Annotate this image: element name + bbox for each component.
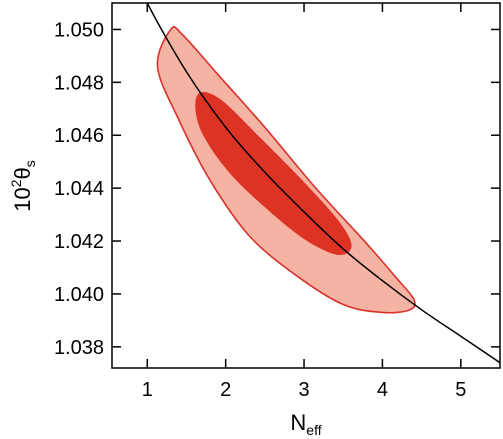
x-tick-label: 3 [298,379,309,401]
y-axis-label-prefix: 10 [10,187,35,211]
y-tick-label: 1.040 [54,284,104,306]
plot-frame [111,2,501,369]
x-tick-label: 1 [142,379,153,401]
y-tick-label: 1.048 [54,72,104,94]
y-axis-label-superscript: 2 [8,179,24,187]
x-axis-ticks: 1 2 3 4 5 [142,3,466,401]
contour-68-region [195,92,352,256]
y-axis-ticks: 1.038 1.040 1.042 1.044 1.046 1.048 1.050 [54,19,500,359]
y-axis-label-subscript: s [22,160,38,167]
y-axis-label-base: θ [10,167,35,179]
x-axis-label-subscript: eff [306,422,321,438]
x-axis-label-base: N [290,410,306,435]
y-tick-label: 1.046 [54,125,104,147]
x-tick-label: 5 [455,379,466,401]
y-axis-label: 102θs [8,160,38,212]
x-axis-label: Neff [290,410,321,438]
y-tick-label: 1.038 [54,337,104,359]
y-tick-label: 1.050 [54,19,104,41]
x-tick-label: 4 [377,379,388,401]
y-tick-label: 1.042 [54,231,104,253]
degeneracy-curve [146,3,500,364]
y-tick-label: 1.044 [54,178,104,200]
x-tick-label: 2 [220,379,231,401]
